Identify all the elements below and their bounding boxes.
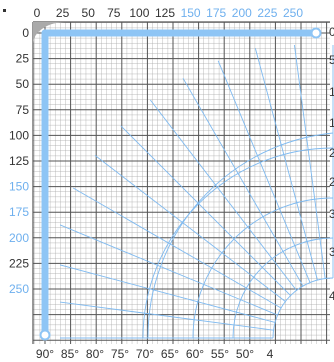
left-ruler-label: 100	[9, 128, 29, 142]
top-ruler-label: 75	[107, 6, 121, 20]
left-ruler-labels: 0 25 50 75 100 125 150 175 200 225 250	[9, 26, 29, 296]
radius-handle-bottom[interactable]	[39, 329, 51, 341]
minor-grid	[33, 22, 330, 344]
radial-line	[217, 60, 311, 283]
radial-line	[60, 224, 278, 316]
bottom-angle-label: 75°	[111, 347, 129, 361]
right-edge-label: 3	[329, 245, 334, 259]
top-ruler-label: 125	[155, 6, 175, 20]
radial-line	[254, 48, 318, 281]
left-ruler-label: 200	[9, 231, 29, 245]
origin-corner-wedge	[33, 22, 66, 44]
left-ruler-label: 75	[16, 103, 30, 117]
left-ruler-label: 225	[9, 256, 29, 270]
top-ruler-label: 0	[34, 6, 41, 20]
radial-line	[60, 301, 274, 331]
bottom-angle-label: 65°	[161, 347, 179, 361]
left-ruler-label: 250	[9, 282, 29, 296]
radial-line	[94, 155, 286, 302]
radial-line	[150, 99, 297, 291]
bottom-angle-label: 60°	[186, 347, 204, 361]
top-ruler-label: 200	[232, 6, 252, 20]
quarter-arc	[147, 132, 334, 339]
right-edge-label: 1	[329, 116, 334, 130]
right-edge-label: 0	[329, 25, 334, 39]
top-ruler-label: 25	[56, 6, 70, 20]
top-ruler-label: 175	[206, 6, 226, 20]
bottom-angle-label: 50°	[236, 347, 254, 361]
radial-lines	[60, 45, 334, 339]
radial-line	[72, 187, 282, 309]
bottom-angle-label: 80°	[86, 347, 104, 361]
quarter-arcs	[142, 132, 334, 339]
right-edge-label: 1	[329, 85, 334, 99]
right-edge-label: 2	[329, 146, 334, 160]
left-ruler-label: 25	[16, 52, 30, 66]
bottom-angle-label: 4	[267, 347, 274, 361]
right-edge-label: 2	[329, 175, 334, 189]
right-edge-labels: 0 5 1 1 2 2 3 3 4	[329, 25, 334, 303]
top-ruler-label: 50	[82, 6, 96, 20]
radius-handle-right[interactable]	[310, 27, 322, 39]
left-ruler-label: 150	[9, 180, 29, 194]
right-edge-label: 5	[329, 53, 334, 67]
top-ruler-labels: 0 25 50 75 100 125 150 175 200 225 250	[34, 6, 304, 20]
radial-line	[182, 77, 304, 287]
right-edge-label: 4	[329, 289, 334, 303]
bottom-angle-label: 85°	[61, 347, 79, 361]
bottom-angle-label: 55°	[211, 347, 229, 361]
radial-line	[60, 264, 276, 323]
origin-marker	[3, 9, 6, 12]
top-ruler-label: 225	[257, 6, 277, 20]
left-ruler-label: 50	[16, 77, 30, 91]
top-ruler-label: 150	[181, 6, 201, 20]
radial-line	[293, 45, 326, 279]
right-edge-label: 3	[329, 207, 334, 221]
left-ruler-label: 175	[9, 205, 29, 219]
left-ruler-label: 125	[9, 154, 29, 168]
bottom-angle-label: 70°	[136, 347, 154, 361]
radial-line	[120, 125, 291, 296]
top-ruler-label: 250	[283, 6, 303, 20]
bottom-angle-label: 90°	[36, 347, 54, 361]
bottom-angle-labels: 90° 85° 80° 75° 70° 65° 60° 55° 50° 4	[36, 347, 274, 361]
quarter-arc	[272, 277, 334, 339]
top-ruler-label: 100	[129, 6, 149, 20]
left-ruler-label: 0	[22, 26, 29, 40]
